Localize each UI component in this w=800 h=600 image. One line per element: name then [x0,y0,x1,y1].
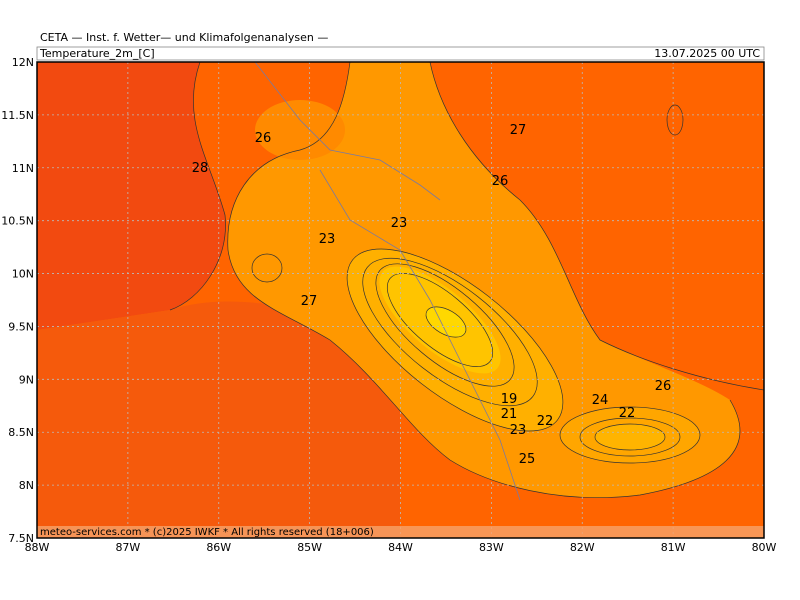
valid-time: 13.07.2025 00 UTC [654,47,760,60]
lat-label: 10.5N [1,215,34,228]
header-box [36,46,765,61]
contour-label: 23 [319,232,336,247]
contour-label: 26 [492,174,509,189]
lon-label: 88W [25,541,50,554]
contour-label: 24 [592,393,609,408]
lon-label: 80W [752,541,777,554]
lon-label: 83W [479,541,504,554]
lat-label: 8.5N [8,426,34,439]
lat-label: 11.5N [1,109,34,122]
map-frame [36,61,765,539]
lat-label: 11N [12,162,34,175]
contour-label: 27 [510,123,527,138]
lat-label: 12N [12,56,34,69]
lon-label: 87W [115,541,140,554]
lon-label: 81W [661,541,686,554]
contour-label: 23 [391,216,408,231]
lon-label: 85W [297,541,322,554]
contour-label: 19 [501,392,518,407]
lon-label: 84W [388,541,413,554]
lon-label: 86W [206,541,231,554]
lat-label: 7.5N [8,532,34,545]
contour-label: 22 [537,414,554,429]
contour-label: 22 [619,406,636,421]
lat-label: 9N [19,373,34,386]
contour-label: 23 [510,423,527,438]
lat-label: 10N [12,268,34,281]
contour-label: 27 [301,294,318,309]
contour-label: 26 [255,131,272,146]
contour-label: 25 [519,452,536,467]
footer: meteo-services.com * (c)2025 IWKF * All … [40,527,374,538]
map-field [37,62,764,538]
lat-label: 8N [19,479,34,492]
contour-label: 28 [192,161,209,176]
lon-label: 82W [570,541,595,554]
field-name: Temperature_2m_[C] [39,47,155,60]
contour-label: 21 [501,407,518,422]
contour-label: 26 [655,379,672,394]
title: CETA — Inst. f. Wetter— und Klimafolgena… [40,31,328,44]
lat-label: 9.5N [8,320,34,333]
